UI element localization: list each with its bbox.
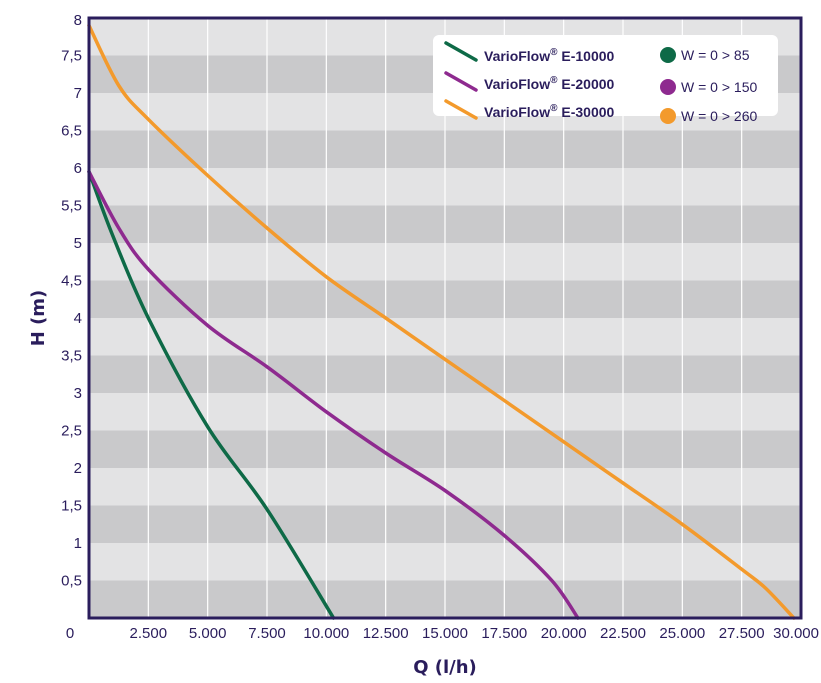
y-tick-label: 1,5 — [61, 498, 82, 515]
legend-dot-e30000 — [660, 108, 676, 124]
y-tick-label: 2,5 — [61, 423, 82, 440]
x-tick-label: 17.500 — [481, 625, 527, 642]
legend-dot-e20000 — [660, 79, 676, 95]
y-tick-label: 8 — [74, 12, 82, 29]
legend-box — [433, 35, 778, 116]
y-tick-label: 6,5 — [61, 123, 82, 140]
legend: VarioFlow® E-10000 W = 0 > 85 VarioFlow®… — [433, 35, 778, 124]
x-tick-label: 20.000 — [541, 625, 587, 642]
legend-label-e20000: VarioFlow® E-20000 — [484, 75, 615, 92]
legend-dot-e10000 — [660, 47, 676, 63]
x-axis-title: Q (l/h) — [413, 657, 477, 678]
y-tick-label: 3 — [74, 385, 82, 402]
curve-series-2 — [87, 170, 580, 620]
curves — [87, 23, 796, 620]
x-tick-label: 7.500 — [248, 625, 286, 642]
legend-power-e20000: W = 0 > 150 — [681, 79, 757, 95]
legend-entry-e20000: VarioFlow® E-20000 W = 0 > 150 — [444, 71, 757, 95]
x-tick-label: 30.000 — [773, 625, 819, 642]
y-tick-labels: 0,5 1 1,5 2 2,5 3 3,5 4 4,5 5 5,5 6 6,5 7 7,5 8 — [61, 12, 82, 590]
legend-power-e10000: W = 0 > 85 — [681, 47, 750, 63]
x-tick-label: 2.500 — [130, 625, 168, 642]
y-tick-label: 6 — [74, 160, 82, 177]
legend-label-e30000: VarioFlow® E-30000 — [484, 103, 615, 120]
legend-entry-e10000: VarioFlow® E-10000 W = 0 > 85 — [444, 41, 750, 64]
y-tick-label: 7 — [74, 85, 82, 102]
legend-label-e10000: VarioFlow® E-10000 — [484, 47, 615, 64]
y-tick-label: 7,5 — [61, 48, 82, 65]
curve-series-1 — [87, 170, 336, 620]
legend-line-e10000 — [444, 41, 478, 62]
x-tick-label: 22.500 — [600, 625, 646, 642]
y-tick-label: 0,5 — [61, 573, 82, 590]
curve-series-3 — [87, 23, 796, 620]
y-tick-label: 4,5 — [61, 273, 82, 290]
grid-lines — [147, 18, 743, 618]
plot-frame — [87, 16, 803, 620]
legend-line-e20000 — [444, 71, 478, 92]
x-tick-label: 15.000 — [422, 625, 468, 642]
legend-line-e30000 — [444, 99, 478, 120]
x-tick-label: 27.500 — [719, 625, 765, 642]
y-tick-label: 2 — [74, 460, 82, 477]
legend-entry-e30000: VarioFlow® E-30000 W = 0 > 260 — [444, 99, 757, 124]
y-tick-label: 1 — [74, 535, 82, 552]
y-tick-label: 5 — [74, 235, 82, 252]
x-tick-label: 10.000 — [303, 625, 349, 642]
x-tick-label: 25.000 — [659, 625, 705, 642]
y-tick-label: 4 — [74, 310, 82, 327]
y-tick-label: 3,5 — [61, 348, 82, 365]
legend-power-e30000: W = 0 > 260 — [681, 108, 757, 124]
x-tick-labels: 2.500 5.000 7.500 10.000 12.500 15.000 17.500 2… — [130, 625, 819, 642]
x-tick-label: 5.000 — [189, 625, 227, 642]
y-axis-title: H (m) — [28, 290, 49, 347]
origin-tick-label: 0 — [66, 625, 74, 642]
x-tick-label: 12.500 — [363, 625, 409, 642]
y-tick-label: 5,5 — [61, 198, 82, 215]
